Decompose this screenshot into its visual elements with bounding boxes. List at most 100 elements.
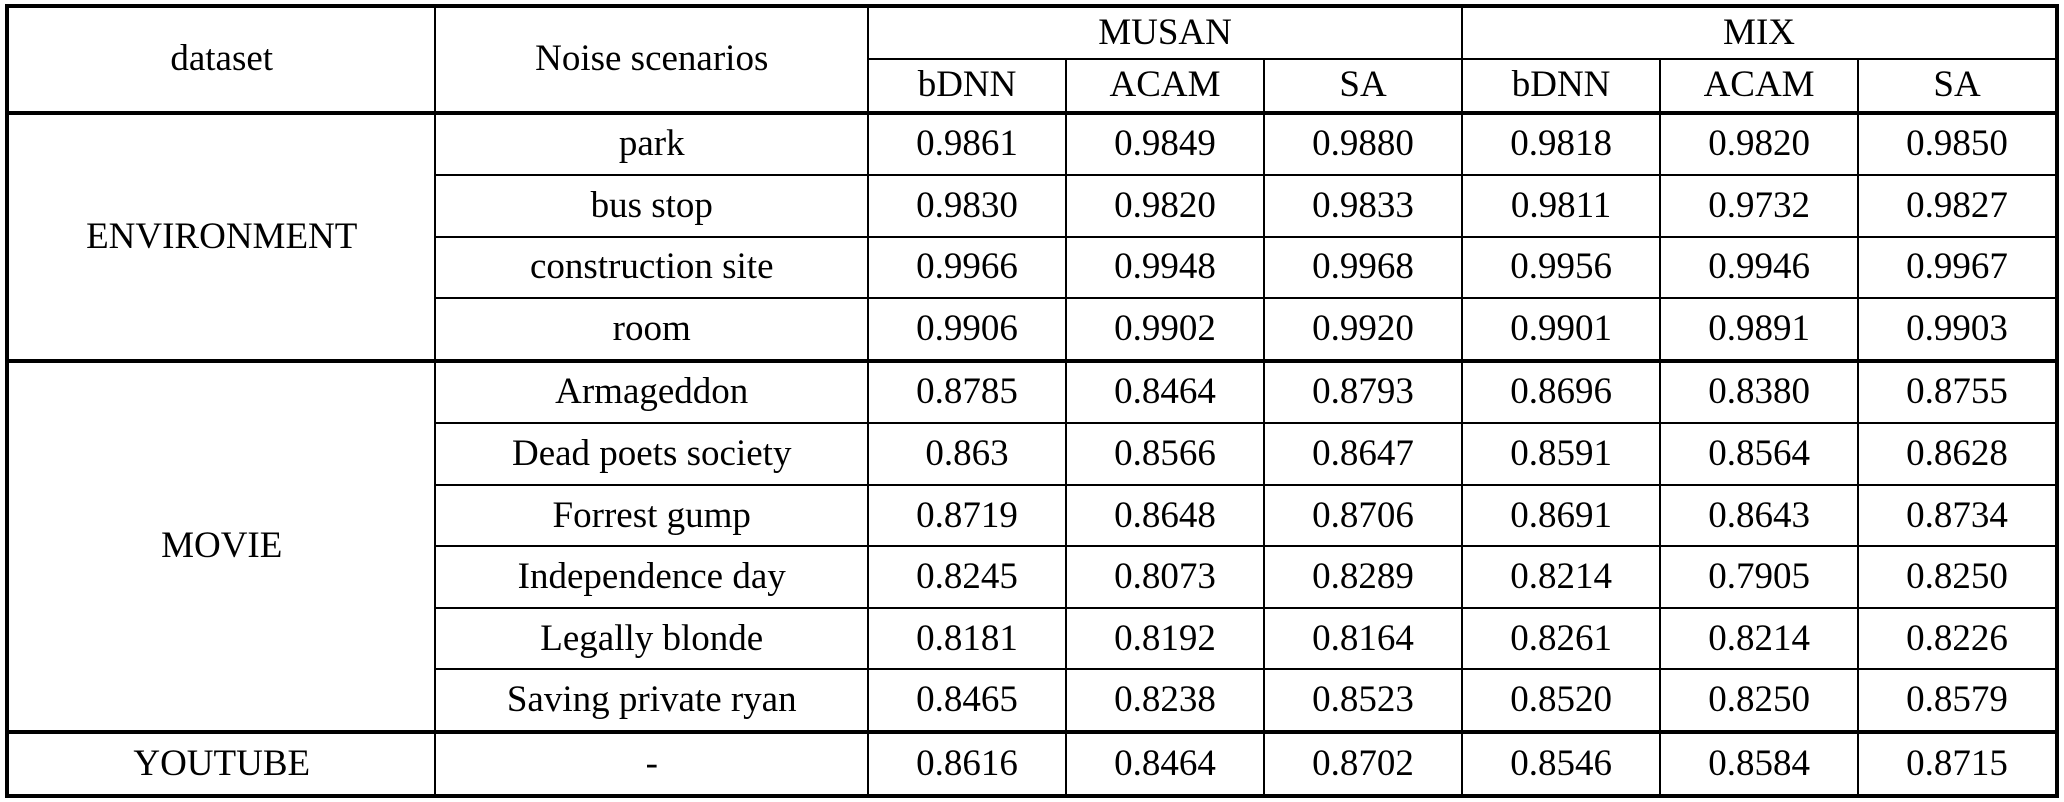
table-row: YOUTUBE -0.8616 0.8464 0.8702 0.8546 0.8584 0.… xyxy=(5,730,2058,797)
value-cell: 0.9967 xyxy=(1857,235,2058,300)
value-cell: 0.9820 xyxy=(1659,111,1860,177)
table-row: room 0.9906 0.9902 0.9920 0.9901 0.9891 0.9903 xyxy=(7,297,2058,362)
results-table-body: ENVIRONMENT park 0.9861 0.9849 0.9880 0.9818 0… xyxy=(5,111,2058,797)
header-col-musan-acam: ACAM xyxy=(1065,58,1266,115)
scenario-cell: construction site xyxy=(434,235,870,300)
scenario-cell: Legally blonde xyxy=(434,606,870,671)
value-cell: 0.9811 xyxy=(1461,174,1662,238)
header-group-mix: MIX xyxy=(1461,4,2058,61)
value-cell: 0.8464 xyxy=(1065,358,1266,425)
header-col-mix-acam: ACAM xyxy=(1659,58,1860,115)
value-cell: 0.8643 xyxy=(1659,483,1860,548)
value-cell: 0.8564 xyxy=(1659,422,1860,486)
value-cell: 0.8566 xyxy=(1065,422,1266,486)
table-row: ENVIRONMENT park 0.9861 0.9849 0.9880 0.9818 0… xyxy=(5,111,2058,362)
value-cell: 0.9966 xyxy=(867,235,1068,300)
value-cell: 0.8181 xyxy=(867,606,1068,671)
value-cell: 0.8579 xyxy=(1857,668,2058,734)
value-cell: 0.9880 xyxy=(1263,111,1464,177)
value-cell: 0.8647 xyxy=(1263,422,1464,486)
value-cell: 0.9956 xyxy=(1461,235,1662,300)
value-cell: 0.8192 xyxy=(1065,606,1266,671)
value-cell: 0.8261 xyxy=(1461,606,1662,671)
table-row: Dead poets society 0.863 0.8566 0.8647 0.859… xyxy=(7,422,2058,486)
value-cell: 0.8164 xyxy=(1263,606,1464,671)
value-cell: 0.8755 xyxy=(1857,358,2058,425)
dataset-cell: YOUTUBE xyxy=(5,730,437,797)
value-cell: 0.8715 xyxy=(1857,730,2058,797)
table-row: construction site 0.9966 0.9948 0.9968 0.995… xyxy=(7,235,2058,300)
value-cell: 0.7905 xyxy=(1659,545,1860,609)
table-row: Legally blonde 0.8181 0.8192 0.8164 0.8261 0.… xyxy=(7,606,2058,671)
value-cell: 0.8648 xyxy=(1065,483,1266,548)
table-row: Forrest gump 0.8719 0.8648 0.8706 0.8691 0.86… xyxy=(7,483,2058,548)
value-cell: 0.9902 xyxy=(1065,297,1266,362)
value-cell: 0.9827 xyxy=(1857,174,2058,238)
header-col-mix-bdnn: bDNN xyxy=(1461,58,1662,115)
table-row: bus stop 0.9830 0.9820 0.9833 0.9811 0.9732 0.… xyxy=(7,174,2058,238)
value-cell: 0.8706 xyxy=(1263,483,1464,548)
value-cell: 0.9906 xyxy=(867,297,1068,362)
value-cell: 0.9818 xyxy=(1461,111,1662,177)
scenario-cell: - xyxy=(434,730,870,797)
scenario-cell: Independence day xyxy=(434,545,870,609)
value-cell: 0.8523 xyxy=(1263,668,1464,734)
value-cell: 0.8289 xyxy=(1263,545,1464,609)
value-cell: 0.8214 xyxy=(1461,545,1662,609)
value-cell: 0.9850 xyxy=(1857,111,2058,177)
header-dataset: dataset xyxy=(5,5,437,115)
scenario-cell: Armageddon xyxy=(434,358,870,425)
value-cell: 0.9903 xyxy=(1857,297,2058,362)
header-col-musan-sa: SA xyxy=(1263,58,1464,115)
value-cell: 0.8616 xyxy=(867,730,1068,797)
value-cell: 0.9891 xyxy=(1659,297,1860,362)
value-cell: 0.8719 xyxy=(867,483,1068,548)
scenario-cell: bus stop xyxy=(434,174,870,238)
table-row: MOVIE Armageddon 0.8785 0.8464 0.8793 0.8696 0… xyxy=(5,358,2058,734)
dataset-cell: ENVIRONMENT xyxy=(5,111,437,362)
value-cell: 0.9833 xyxy=(1263,174,1464,238)
scenario-cell: room xyxy=(434,297,870,362)
scenario-cell: Dead poets society xyxy=(434,422,870,486)
value-cell: 0.9849 xyxy=(1065,111,1266,177)
header-col-musan-bdnn: bDNN xyxy=(867,58,1068,115)
value-cell: 0.9946 xyxy=(1659,235,1860,300)
header-group-musan: MUSAN xyxy=(867,4,1464,61)
value-cell: 0.9968 xyxy=(1263,235,1464,300)
value-cell: 0.8785 xyxy=(867,358,1068,425)
value-cell: 0.8238 xyxy=(1065,668,1266,734)
value-cell: 0.8584 xyxy=(1659,730,1860,797)
value-cell: 0.863 xyxy=(867,422,1068,486)
value-cell: 0.8465 xyxy=(867,668,1068,734)
scenario-cell: Forrest gump xyxy=(434,483,870,548)
value-cell: 0.8250 xyxy=(1659,668,1860,734)
value-cell: 0.8250 xyxy=(1857,545,2058,609)
value-cell: 0.8464 xyxy=(1065,730,1266,797)
value-cell: 0.8520 xyxy=(1461,668,1662,734)
header-noise-scenarios: Noise scenarios xyxy=(434,5,870,115)
value-cell: 0.8214 xyxy=(1659,606,1860,671)
value-cell: 0.8696 xyxy=(1461,358,1662,425)
value-cell: 0.8591 xyxy=(1461,422,1662,486)
results-table: dataset Noise scenarios MUSAN MIX bDNN A… xyxy=(5,4,2059,798)
value-cell: 0.8226 xyxy=(1857,606,2058,671)
table-row: Independence day 0.8245 0.8073 0.8289 0.8214… xyxy=(7,545,2058,609)
header-col-mix-sa: SA xyxy=(1857,58,2058,115)
value-cell: 0.8546 xyxy=(1461,730,1662,797)
value-cell: 0.8245 xyxy=(867,545,1068,609)
scenario-cell: Saving private ryan xyxy=(434,668,870,734)
value-cell: 0.8691 xyxy=(1461,483,1662,548)
value-cell: 0.8073 xyxy=(1065,545,1266,609)
value-cell: 0.9830 xyxy=(867,174,1068,238)
dataset-cell: MOVIE xyxy=(5,358,437,734)
table-row: Saving private ryan 0.8465 0.8238 0.8523 0.8… xyxy=(7,668,2058,734)
value-cell: 0.8380 xyxy=(1659,358,1860,425)
value-cell: 0.9920 xyxy=(1263,297,1464,362)
value-cell: 0.8734 xyxy=(1857,483,2058,548)
value-cell: 0.9861 xyxy=(867,111,1068,177)
value-cell: 0.9732 xyxy=(1659,174,1860,238)
value-cell: 0.8628 xyxy=(1857,422,2058,486)
value-cell: 0.8793 xyxy=(1263,358,1464,425)
value-cell: 0.9948 xyxy=(1065,235,1266,300)
